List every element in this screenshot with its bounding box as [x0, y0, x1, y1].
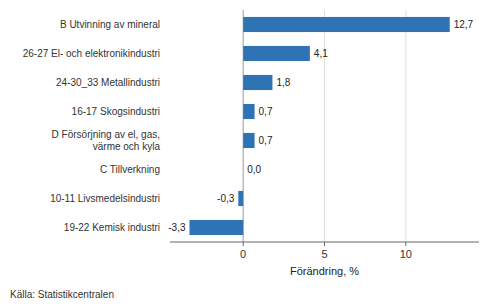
data-labels: -3,3 -0,3 0,0 0,7 0,7 1,8 4,1 12,7	[168, 19, 473, 233]
tick-label: 0	[240, 248, 246, 260]
category-label: 19-22 Kemisk industri	[64, 222, 160, 233]
bar	[243, 75, 272, 90]
data-label: 4,1	[314, 48, 328, 59]
category-label: C Tillverkning	[100, 164, 160, 175]
tick-mark	[405, 242, 406, 246]
bar	[243, 46, 310, 61]
chart-container: 0 5 10 -3,3 -0,3 0,0 0,7 0,7 1,8 4,1 12,7 19-22 Kem…	[0, 0, 493, 304]
chart: 0 5 10 -3,3 -0,3 0,0 0,7 0,7 1,8 4,1 12,7 19-22 Kem…	[0, 0, 493, 304]
grid	[243, 10, 406, 242]
tick-label: 5	[321, 248, 327, 260]
category-label: 24-30_33 Metallindustri	[56, 77, 160, 88]
bar	[190, 220, 244, 235]
bars	[190, 17, 450, 235]
data-label: -3,3	[168, 222, 186, 233]
data-label: 0,7	[259, 106, 273, 117]
grid-line	[405, 10, 406, 242]
grid-line	[324, 10, 325, 242]
tick-mark	[243, 242, 244, 246]
x-axis: 0 5 10	[170, 242, 479, 260]
category-label: 10-11 Livsmedelsindustri	[50, 193, 160, 204]
data-label: 1,8	[276, 77, 290, 88]
bar	[243, 17, 450, 32]
bar	[238, 191, 243, 206]
data-label: 0,7	[259, 135, 273, 146]
axis-line	[170, 242, 479, 243]
data-label: 0,0	[247, 164, 261, 175]
x-axis-title: Förändring, %	[290, 265, 359, 277]
category-label: B Utvinning av mineral	[60, 19, 160, 30]
bar	[243, 162, 244, 177]
data-label: -0,3	[217, 193, 235, 204]
category-label: 26-27 El- och elektronikindustri	[23, 48, 160, 59]
grid-line	[243, 10, 244, 242]
bar	[243, 104, 254, 119]
tick-label: 10	[400, 248, 412, 260]
category-label: 16-17 Skogsindustri	[72, 106, 160, 117]
source-note: Källa: Statistikcentralen	[10, 289, 114, 300]
tick-mark	[324, 242, 325, 246]
data-label: 12,7	[454, 19, 474, 30]
bar	[243, 133, 254, 148]
y-axis: 19-22 Kemisk industri 10-11 Livsmedelsind…	[23, 19, 161, 233]
category-label: D Försörjning av el, gas,värme och kyla	[52, 129, 161, 152]
